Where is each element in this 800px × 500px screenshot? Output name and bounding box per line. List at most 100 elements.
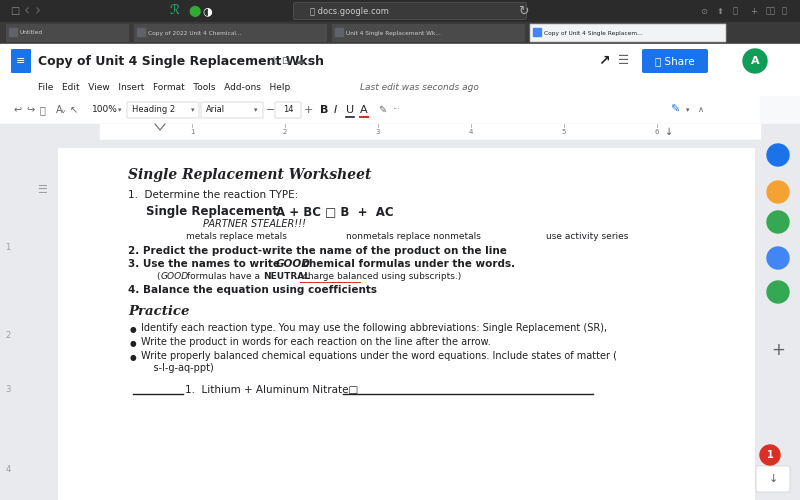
Circle shape bbox=[767, 144, 789, 166]
Text: Copy of 2022 Unit 4 Chemical...: Copy of 2022 Unit 4 Chemical... bbox=[148, 30, 242, 36]
Text: nonmetals replace nonmetals: nonmetals replace nonmetals bbox=[346, 232, 481, 241]
Text: ›: › bbox=[35, 4, 41, 18]
Text: PARTNER STEALER!!!: PARTNER STEALER!!! bbox=[203, 219, 306, 229]
Text: 2: 2 bbox=[6, 330, 10, 340]
Text: ☆: ☆ bbox=[268, 56, 278, 66]
Text: NEUTRAL: NEUTRAL bbox=[263, 272, 310, 281]
FancyBboxPatch shape bbox=[530, 24, 726, 42]
Text: I: I bbox=[334, 105, 338, 115]
Text: ···: ··· bbox=[392, 106, 400, 114]
Text: ↩: ↩ bbox=[14, 105, 22, 115]
Text: Arial: Arial bbox=[206, 106, 225, 114]
Text: A + BC □ B  +  AC: A + BC □ B + AC bbox=[276, 205, 394, 218]
Text: ●: ● bbox=[130, 325, 137, 334]
Text: ‹: ‹ bbox=[24, 4, 30, 18]
Bar bbox=[0, 124, 800, 140]
Bar bbox=[0, 96, 800, 124]
Text: 3: 3 bbox=[376, 129, 380, 135]
Text: −: − bbox=[266, 105, 275, 115]
Bar bbox=[335, 28, 343, 36]
Text: 1: 1 bbox=[6, 244, 10, 252]
Text: ✎: ✎ bbox=[670, 105, 679, 115]
Text: ↓: ↓ bbox=[665, 127, 673, 137]
Text: ⬛: ⬛ bbox=[782, 6, 787, 16]
Text: Copy of Unit 4 Single Replacement Wksh: Copy of Unit 4 Single Replacement Wksh bbox=[38, 54, 324, 68]
Text: U: U bbox=[346, 105, 354, 115]
Text: 5: 5 bbox=[562, 129, 566, 135]
Text: ⬛⬛: ⬛⬛ bbox=[766, 6, 776, 16]
FancyBboxPatch shape bbox=[134, 24, 327, 42]
FancyBboxPatch shape bbox=[275, 102, 301, 118]
Text: ▾: ▾ bbox=[686, 107, 690, 113]
Text: ☰: ☰ bbox=[618, 54, 630, 68]
Text: 14: 14 bbox=[282, 106, 294, 114]
Text: 3. Use the names to write: 3. Use the names to write bbox=[128, 259, 284, 269]
Bar bbox=[755, 96, 800, 124]
Text: A: A bbox=[360, 105, 368, 115]
Text: 4: 4 bbox=[6, 466, 10, 474]
FancyBboxPatch shape bbox=[642, 49, 708, 73]
Text: Identify each reaction type. You may use the following abbreviations: Single Rep: Identify each reaction type. You may use… bbox=[141, 323, 607, 333]
FancyBboxPatch shape bbox=[201, 102, 263, 118]
Text: 6: 6 bbox=[654, 129, 659, 135]
Bar bbox=[0, 78, 800, 96]
Text: ⊡: ⊡ bbox=[281, 56, 289, 66]
Circle shape bbox=[743, 49, 767, 73]
Circle shape bbox=[767, 181, 789, 203]
Text: metals replace metals: metals replace metals bbox=[186, 232, 287, 241]
Text: GOOD: GOOD bbox=[161, 272, 189, 281]
Bar bbox=[0, 44, 800, 78]
Text: GOOD: GOOD bbox=[276, 259, 311, 269]
Text: 🖨: 🖨 bbox=[40, 105, 46, 115]
Text: Heading 2: Heading 2 bbox=[132, 106, 175, 114]
Text: File   Edit   View   Insert   Format   Tools   Add-ons   Help: File Edit View Insert Format Tools Add-o… bbox=[38, 82, 290, 92]
Text: 4. Balance the equation using coefficients: 4. Balance the equation using coefficien… bbox=[128, 285, 377, 295]
Text: Write properly balanced chemical equations under the word equations. Include sta: Write properly balanced chemical equatio… bbox=[141, 351, 617, 361]
Text: 2: 2 bbox=[283, 129, 287, 135]
Circle shape bbox=[767, 281, 789, 303]
Text: chemical formulas under the words.: chemical formulas under the words. bbox=[299, 259, 515, 269]
Bar bbox=[0, 140, 800, 500]
Text: ↖: ↖ bbox=[70, 105, 78, 115]
Text: ≡: ≡ bbox=[16, 56, 26, 66]
Text: charge balanced using subscripts.): charge balanced using subscripts.) bbox=[300, 272, 462, 281]
Text: ↗: ↗ bbox=[598, 54, 610, 68]
Text: 1.  Lithium + Aluminum Nitrate□: 1. Lithium + Aluminum Nitrate□ bbox=[185, 385, 358, 395]
Text: (: ( bbox=[156, 272, 159, 281]
Text: ↻: ↻ bbox=[518, 4, 529, 18]
Circle shape bbox=[767, 247, 789, 269]
Text: ☰: ☰ bbox=[37, 185, 47, 195]
Text: Aᵥ: Aᵥ bbox=[56, 105, 66, 115]
Text: ●: ● bbox=[130, 339, 137, 348]
Text: 4: 4 bbox=[469, 129, 473, 135]
Text: ⬆: ⬆ bbox=[717, 6, 724, 16]
Text: Single Replacement: Single Replacement bbox=[146, 205, 278, 218]
Bar bbox=[0, 0, 800, 22]
Text: ✎: ✎ bbox=[378, 105, 386, 115]
Text: 🔒 docs.google.com: 🔒 docs.google.com bbox=[310, 6, 389, 16]
Circle shape bbox=[760, 445, 780, 465]
Text: 🔒 Share: 🔒 Share bbox=[655, 56, 695, 66]
Text: Copy of Unit 4 Single Replacem...: Copy of Unit 4 Single Replacem... bbox=[544, 30, 642, 36]
Text: Single Replacement Worksheet: Single Replacement Worksheet bbox=[128, 168, 371, 182]
Text: +: + bbox=[304, 105, 314, 115]
Bar bbox=[137, 28, 145, 36]
Circle shape bbox=[767, 211, 789, 233]
FancyBboxPatch shape bbox=[11, 49, 31, 73]
Text: 3: 3 bbox=[6, 386, 10, 394]
Bar bbox=[755, 140, 800, 500]
Text: A: A bbox=[750, 56, 759, 66]
Text: Write the product in words for each reaction on the line after the arrow.: Write the product in words for each reac… bbox=[141, 337, 490, 347]
Bar bbox=[760, 96, 800, 500]
Text: 2. Predict the product-write the name of the product on the line: 2. Predict the product-write the name of… bbox=[128, 246, 507, 256]
Bar bbox=[100, 124, 760, 140]
Bar bbox=[0, 22, 800, 44]
Text: ℛ: ℛ bbox=[170, 4, 180, 18]
Text: ◑: ◑ bbox=[202, 6, 212, 16]
Text: +: + bbox=[771, 341, 785, 359]
Text: Untitled: Untitled bbox=[20, 30, 43, 36]
Text: formulas have a: formulas have a bbox=[184, 272, 263, 281]
Text: ⊙: ⊙ bbox=[700, 6, 707, 16]
Bar bbox=[0, 140, 58, 500]
Text: 1: 1 bbox=[190, 129, 194, 135]
